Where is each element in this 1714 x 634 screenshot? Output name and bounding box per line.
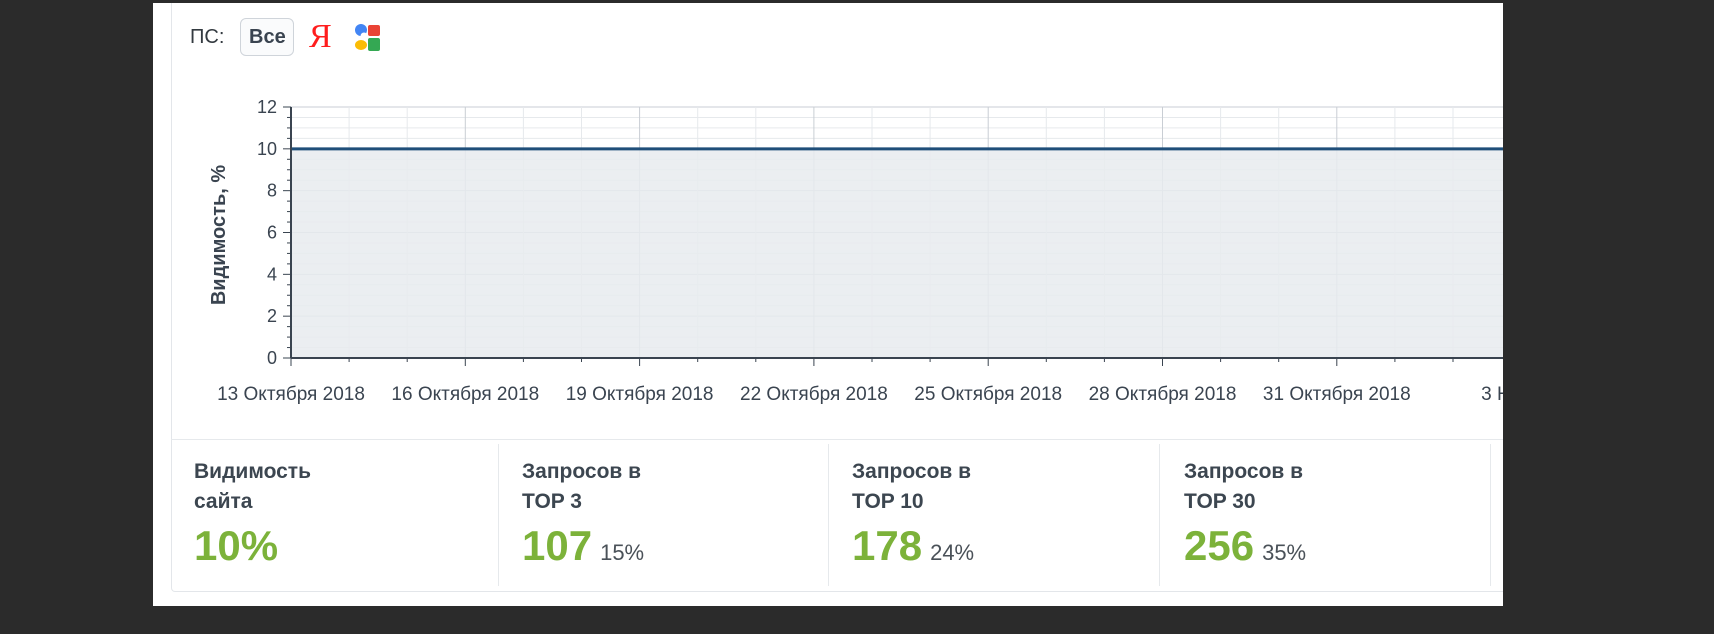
y-tick-label: 4 bbox=[267, 264, 277, 284]
stat-visibility: Видимость сайта 10% bbox=[171, 440, 471, 586]
stat-value: 178 24% bbox=[852, 522, 974, 570]
search-engine-filter: ПС: Все Я bbox=[190, 16, 384, 58]
series-area bbox=[291, 148, 1503, 358]
y-tick-label: 12 bbox=[257, 97, 277, 117]
stat-percent: 15% bbox=[600, 540, 645, 565]
yandex-icon[interactable]: Я bbox=[309, 18, 332, 55]
stat-percent: 24% bbox=[930, 540, 975, 565]
y-tick-label: 6 bbox=[267, 223, 277, 243]
search-engine-label: ПС: bbox=[190, 25, 225, 48]
stat-percent: 35% bbox=[1262, 540, 1307, 565]
y-axis-title: Видимость, % bbox=[208, 165, 230, 306]
x-tick-label: 25 Октября 2018 bbox=[914, 384, 1062, 405]
stats-separator bbox=[171, 439, 1503, 440]
stat-number: 178 bbox=[852, 522, 923, 569]
stat-divider bbox=[1490, 444, 1491, 586]
x-tick-label: 22 Октября 2018 bbox=[740, 384, 888, 405]
visibility-chart: 0 2 4 6 8 10 12 13 Октября 2018 16 Октября 2018… bbox=[208, 97, 1503, 405]
x-tick-label: 16 Октября 2018 bbox=[391, 384, 539, 405]
x-tick-labels: 13 Октября 2018 16 Октября 2018 19 Октября… bbox=[217, 384, 1503, 405]
stat-number: 107 bbox=[522, 522, 593, 569]
stat-top10: Запросов в TOP 10 178 24% bbox=[829, 440, 1159, 586]
stat-divider bbox=[828, 444, 829, 586]
x-tick-label: 13 Октября 2018 bbox=[217, 384, 365, 405]
stat-title: Запросов в TOP 10 bbox=[852, 460, 972, 513]
google-icon[interactable] bbox=[352, 21, 384, 53]
all-engines-button[interactable]: Все bbox=[240, 18, 295, 56]
visibility-panel: ПС: Все Я 0 2 4 6 8 10 12 13 Октября 2018 16 Ок… bbox=[153, 3, 1503, 606]
x-tick-label: 3 Нояб bbox=[1481, 384, 1503, 405]
stat-value: 10% bbox=[194, 522, 278, 570]
y-tick-label: 10 bbox=[257, 139, 277, 159]
stat-divider bbox=[498, 444, 499, 586]
x-tick-label: 31 Октября 2018 bbox=[1263, 384, 1411, 405]
stat-title: Запросов в TOP 3 bbox=[522, 460, 642, 513]
x-tick-label: 19 Октября 2018 bbox=[566, 384, 714, 405]
stat-value: 256 35% bbox=[1184, 522, 1306, 570]
y-tick-label: 2 bbox=[267, 306, 277, 326]
stat-divider bbox=[1159, 444, 1160, 586]
y-tick-label: 0 bbox=[267, 348, 277, 368]
stat-number: 256 bbox=[1184, 522, 1255, 569]
stat-title: Видимость сайта bbox=[194, 460, 311, 513]
stat-title: Запросов в TOP 30 bbox=[1184, 460, 1304, 513]
x-tick-label: 28 Октября 2018 bbox=[1089, 384, 1237, 405]
y-tick-label: 8 bbox=[267, 181, 277, 201]
chart-axes bbox=[283, 106, 1503, 366]
stat-value: 107 15% bbox=[522, 522, 644, 570]
stat-top30: Запросов в TOP 30 256 35% bbox=[1161, 440, 1491, 586]
y-tick-labels: 0 2 4 6 8 10 12 bbox=[257, 97, 277, 368]
stat-number: 10% bbox=[194, 522, 279, 569]
stat-top3: Запросов в TOP 3 107 15% bbox=[499, 440, 829, 586]
